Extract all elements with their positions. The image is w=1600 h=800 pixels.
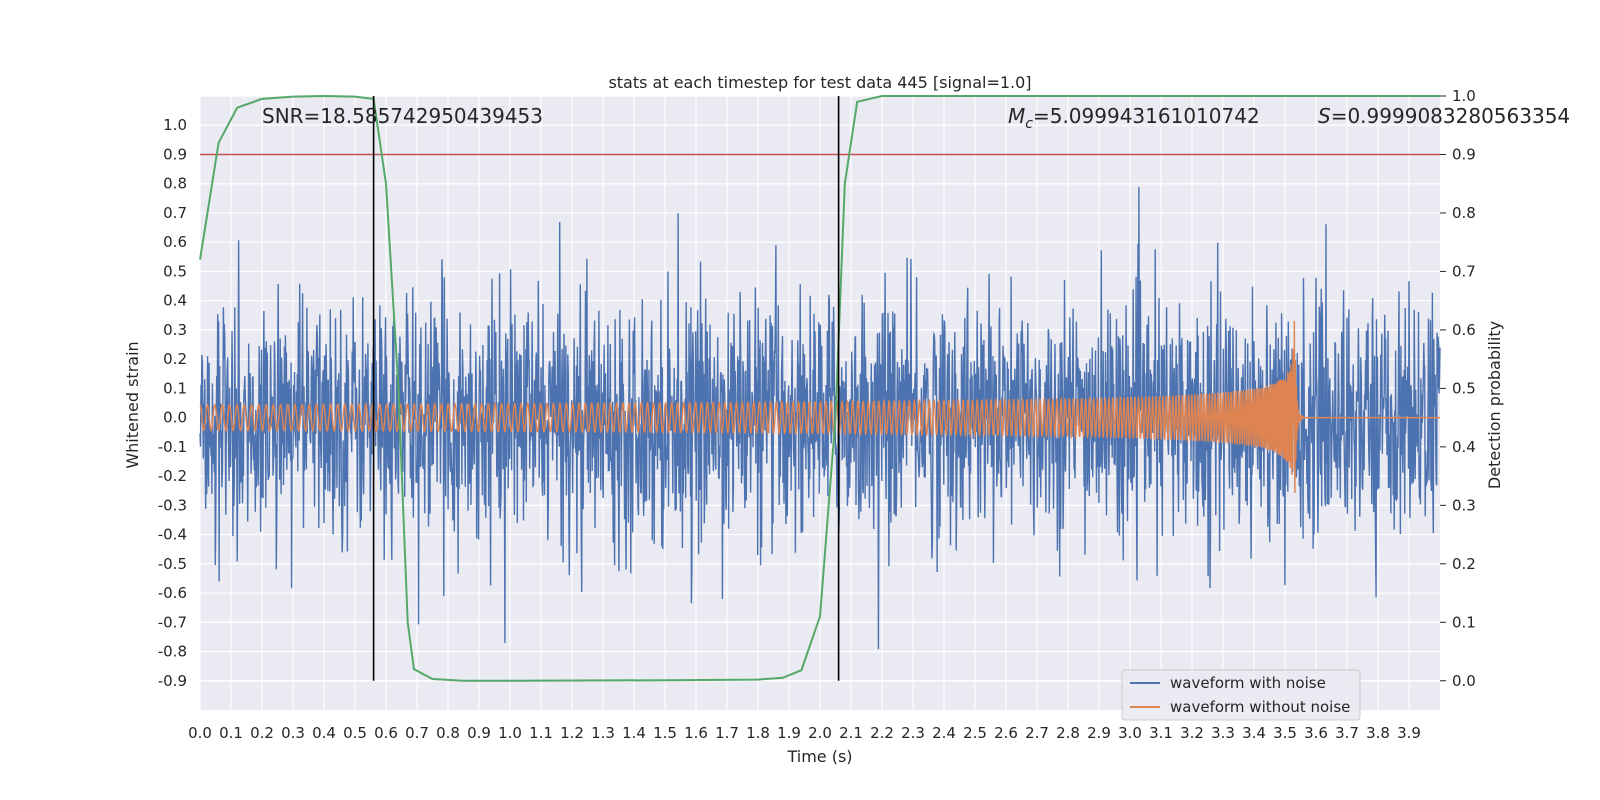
x-tick-label: 1.4 xyxy=(622,724,646,742)
y-axis-ticks: 1.0 0.9 0.8 0.7 0.6 0.5 0.4 0.3 0.2 0.1 0.0 -0.1 -0.… xyxy=(158,116,187,690)
x-tick-label: 2.9 xyxy=(1087,724,1111,742)
x-tick-label: 1.1 xyxy=(529,724,553,742)
x-tick-label: 2.1 xyxy=(839,724,863,742)
x-tick-label: 1.0 xyxy=(498,724,522,742)
x-tick-label: 3.0 xyxy=(1118,724,1142,742)
y-tick-label: 0.6 xyxy=(163,233,187,251)
probability-line xyxy=(199,94,1440,682)
x-tick-label: 3.8 xyxy=(1366,724,1390,742)
y-tick-label: 0.0 xyxy=(163,409,187,427)
x-tick-label: 3.1 xyxy=(1149,724,1173,742)
x-axis-label: Time (s) xyxy=(786,747,852,766)
score-symbol: S xyxy=(1318,104,1331,128)
y2-tick-label: 0.9 xyxy=(1452,145,1476,163)
y-axis-label: Whitened strain xyxy=(123,341,142,468)
y-tick-label: 0.5 xyxy=(163,262,187,280)
y-tick-label: -0.5 xyxy=(158,555,187,573)
score-annotation: S=0.9999083280563354 xyxy=(1318,104,1570,128)
chart-title: stats at each timestep for test data 445… xyxy=(608,73,1031,92)
y2-tick-label: 0.0 xyxy=(1452,672,1476,690)
x-tick-label: 2.2 xyxy=(870,724,894,742)
legend: waveform with noise waveform without noi… xyxy=(1121,669,1361,721)
x-tick-label: 0.2 xyxy=(250,724,274,742)
x-tick-label: 2.7 xyxy=(1025,724,1049,742)
x-tick-label: 2.8 xyxy=(1056,724,1080,742)
clean-waveform-line xyxy=(199,320,1440,494)
y2-tick-label: 0.6 xyxy=(1452,321,1476,339)
x-tick-label: 3.5 xyxy=(1273,724,1297,742)
chirp-mass-annotation: Mc=5.099943161010742 xyxy=(1008,104,1260,132)
y-tick-label: -0.6 xyxy=(158,584,187,602)
x-tick-label: 1.9 xyxy=(777,724,801,742)
x-tick-label: 1.8 xyxy=(746,724,770,742)
x-tick-label: 0.0 xyxy=(188,724,212,742)
chirp-mass-subscript: c xyxy=(1025,116,1033,132)
x-tick-label: 0.7 xyxy=(405,724,429,742)
score-value: =0.9999083280563354 xyxy=(1331,104,1570,128)
chirp-mass-value: =5.099943161010742 xyxy=(1033,104,1260,128)
y-tick-label: 0.8 xyxy=(163,175,187,193)
y2-tick-label: 0.4 xyxy=(1452,438,1476,456)
y-tick-label: 0.3 xyxy=(163,321,187,339)
y-tick-label: 0.4 xyxy=(163,292,187,310)
y-tick-label: 0.7 xyxy=(163,204,187,222)
y2-tick-label: 0.2 xyxy=(1452,555,1476,573)
chirp-mass-symbol: M xyxy=(1008,104,1025,128)
x-tick-label: 2.6 xyxy=(994,724,1018,742)
y2-tick-label: 1.0 xyxy=(1452,87,1476,105)
x-tick-label: 0.5 xyxy=(343,724,367,742)
x-tick-label: 2.0 xyxy=(808,724,832,742)
y-tick-label: 0.2 xyxy=(163,350,187,368)
legend-label-clean: waveform without noise xyxy=(1170,698,1350,716)
x-tick-label: 2.4 xyxy=(932,724,956,742)
y2-tick-label: 0.1 xyxy=(1452,613,1476,631)
x-tick-label: 1.7 xyxy=(715,724,739,742)
y2-tick-label: 0.3 xyxy=(1452,496,1476,514)
y-tick-label: -0.2 xyxy=(158,467,187,485)
y-tick-label: 0.9 xyxy=(163,145,187,163)
x-tick-label: 3.4 xyxy=(1242,724,1266,742)
x-tick-label: 1.2 xyxy=(560,724,584,742)
chirp-series xyxy=(199,320,1440,494)
x-tick-label: 3.9 xyxy=(1397,724,1421,742)
y2-tick-label: 0.5 xyxy=(1452,379,1476,397)
x-tick-label: 2.3 xyxy=(901,724,925,742)
x-tick-label: 0.1 xyxy=(219,724,243,742)
x-tick-label: 2.5 xyxy=(963,724,987,742)
x-tick-label: 0.6 xyxy=(374,724,398,742)
x-tick-label: 0.3 xyxy=(281,724,305,742)
legend-label-noise: waveform with noise xyxy=(1170,674,1326,692)
y-tick-label: -0.9 xyxy=(158,672,187,690)
y2-axis-ticks: 1.0 0.9 0.8 0.7 0.6 0.5 0.4 0.3 0.2 0.1 0.0 xyxy=(1440,87,1476,690)
x-tick-label: 3.2 xyxy=(1180,724,1204,742)
noise-waveform-line xyxy=(199,186,1441,650)
x-tick-label: 3.6 xyxy=(1304,724,1328,742)
x-tick-label: 0.8 xyxy=(436,724,460,742)
x-tick-label: 1.6 xyxy=(684,724,708,742)
x-tick-label: 3.3 xyxy=(1211,724,1235,742)
x-tick-label: 3.7 xyxy=(1335,724,1359,742)
x-tick-label: 0.9 xyxy=(467,724,491,742)
x-tick-label: 1.3 xyxy=(591,724,615,742)
x-tick-label: 0.4 xyxy=(312,724,336,742)
x-tick-label: 1.5 xyxy=(653,724,677,742)
x-axis-ticks: 0.0 0.1 0.2 0.3 0.4 0.5 0.6 0.7 0.8 0.9 1.0 1.1 1.2 1… xyxy=(188,724,1421,742)
vertical-markers xyxy=(372,96,840,681)
y2-tick-label: 0.7 xyxy=(1452,262,1476,280)
probability-series xyxy=(199,94,1440,682)
noise-series xyxy=(199,186,1441,650)
y2-axis-label: Detection probability xyxy=(1485,321,1504,489)
y-tick-label: -0.3 xyxy=(158,496,187,514)
y-tick-label: 0.1 xyxy=(163,379,187,397)
y-tick-label: -0.4 xyxy=(158,526,187,544)
snr-annotation: SNR=18.585742950439453 xyxy=(262,104,543,128)
y2-tick-label: 0.8 xyxy=(1452,204,1476,222)
y-tick-label: -0.8 xyxy=(158,643,187,661)
y-tick-label: -0.7 xyxy=(158,613,187,631)
y-tick-label: 1.0 xyxy=(163,116,187,134)
y-tick-label: -0.1 xyxy=(158,438,187,456)
